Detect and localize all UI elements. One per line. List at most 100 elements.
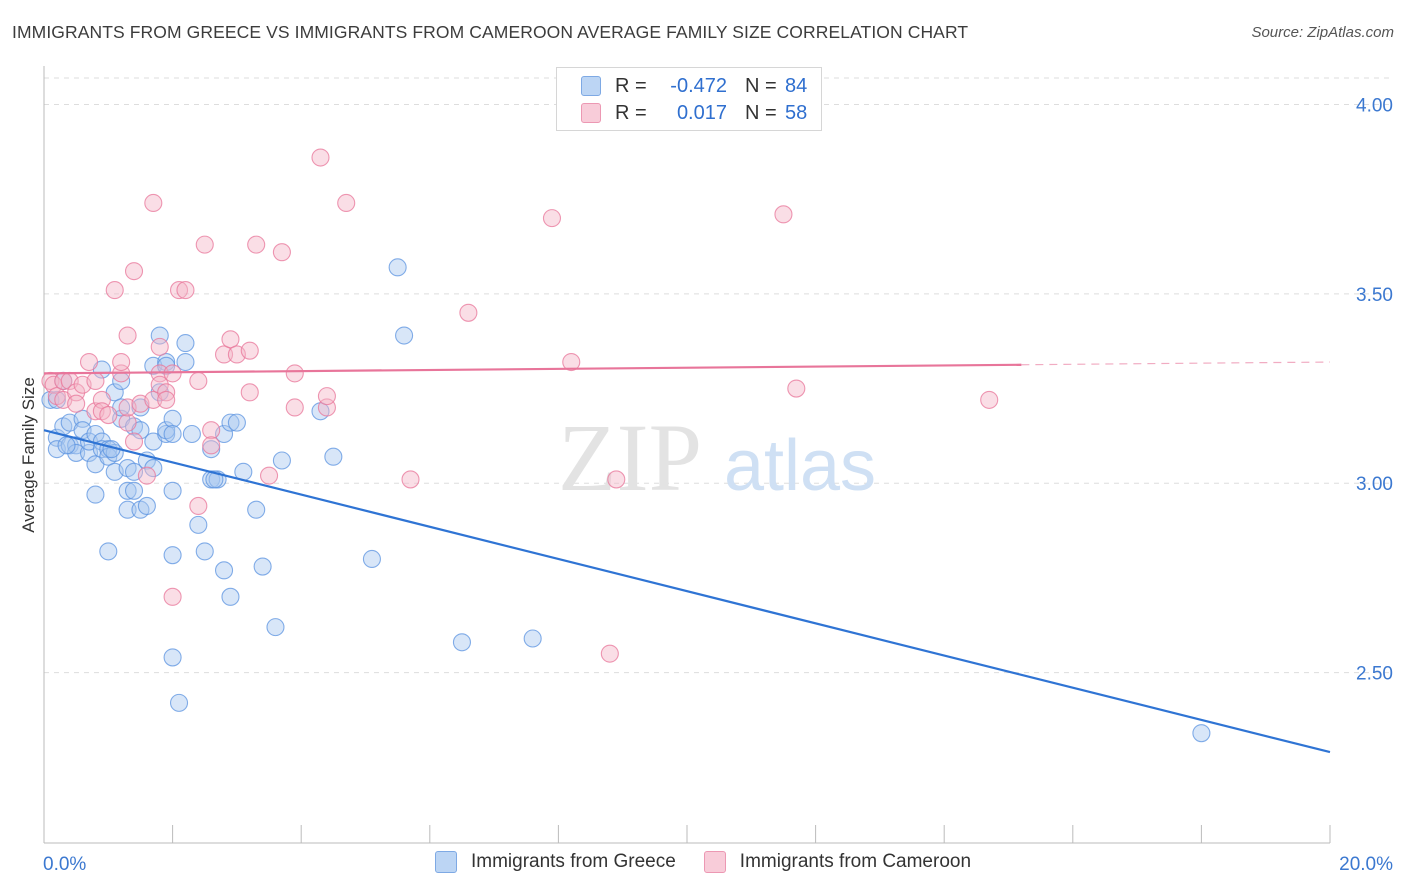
point-cameroon — [189, 371, 208, 391]
legend-r-value: -0.472 — [670, 74, 727, 97]
point-greece — [99, 542, 118, 561]
legend-label-greece: Immigrants from Greece — [470, 851, 676, 872]
point-cameroon — [317, 387, 336, 406]
watermark-atlas: atlas — [724, 426, 876, 506]
point-cameroon — [202, 421, 221, 440]
point-cameroon — [189, 496, 208, 515]
point-greece — [272, 451, 291, 470]
point-cameroon — [79, 352, 99, 372]
legend-item-greece[interactable]: Immigrants from Greece — [434, 851, 676, 873]
trend-lines — [43, 361, 1331, 754]
point-cameroon — [774, 205, 793, 224]
point-cameroon — [259, 466, 279, 485]
point-greece — [150, 383, 169, 402]
point-cameroon — [221, 330, 240, 349]
point-cameroon — [176, 281, 195, 300]
legend-label-cameroon: Immigrants from Cameroon — [739, 851, 972, 872]
point-greece — [118, 500, 137, 519]
point-greece — [163, 546, 182, 565]
point-greece — [195, 542, 214, 561]
legend-r-value: 0.017 — [676, 101, 727, 124]
point-greece — [362, 549, 381, 569]
point-cameroon — [86, 371, 105, 391]
point-greece — [182, 424, 201, 444]
legend-n-label: N = — [745, 101, 777, 124]
point-greece — [221, 587, 240, 606]
point-cameroon — [195, 235, 214, 254]
point-cameroon — [787, 379, 806, 398]
point-cameroon — [202, 436, 221, 455]
point-cameroon — [240, 341, 259, 360]
point-cameroon — [247, 235, 266, 254]
point-cameroon — [157, 390, 176, 409]
point-cameroon — [67, 394, 86, 413]
legend-item-cameroon[interactable]: Immigrants from Cameroon — [703, 851, 972, 873]
trend-line-greece — [43, 429, 1331, 754]
point-greece — [163, 409, 182, 428]
point-greece — [227, 413, 246, 432]
point-cameroon — [600, 644, 619, 663]
point-cameroon — [337, 193, 356, 213]
point-greece — [176, 352, 195, 372]
legend-r-label: R = — [615, 101, 647, 124]
legend-r-label: R = — [615, 74, 647, 97]
point-greece — [388, 258, 407, 277]
legend-n-label: N = — [745, 74, 777, 97]
trend-line-cameroon-extension — [1021, 361, 1331, 366]
legend-swatch-greece — [581, 76, 601, 96]
legend-swatch-cameroon — [581, 103, 601, 123]
y-axis-label: Average Family Size — [19, 377, 38, 533]
point-greece — [202, 440, 221, 459]
point-greece — [67, 443, 86, 462]
y-tick-label: 3.00 — [1356, 474, 1393, 495]
y-tick-label: 4.00 — [1356, 96, 1393, 117]
point-cameroon — [150, 375, 169, 394]
point-greece — [247, 500, 266, 519]
point-greece — [1192, 724, 1211, 743]
point-greece — [157, 352, 176, 372]
point-greece — [205, 470, 224, 489]
legend-n-value: 84 — [785, 74, 808, 97]
y-tick-label: 3.50 — [1356, 285, 1393, 306]
point-cameroon — [401, 470, 420, 489]
legend-swatch-greece — [434, 851, 457, 873]
tick-labels: 4.00 3.50 3.00 2.50 0.0% 20.0% — [43, 96, 1393, 875]
correlation-legend: R = -0.472 N = 84 R = 0.017 N = 58 — [556, 67, 822, 131]
watermark: ZIP atlas — [558, 404, 876, 511]
point-cameroon — [99, 406, 118, 425]
point-greece — [47, 390, 66, 409]
axes — [43, 66, 1331, 844]
point-cameroon — [150, 337, 169, 356]
legend-row-cameroon: R = 0.017 N = 58 — [581, 100, 807, 126]
point-cameroon — [169, 281, 189, 300]
point-cameroon — [285, 364, 304, 383]
point-cameroon — [272, 243, 291, 262]
point-greece — [266, 618, 285, 637]
point-cameroon — [157, 383, 176, 402]
point-cameroon — [240, 383, 259, 402]
point-cameroon — [118, 413, 137, 432]
watermark-zip: ZIP — [558, 404, 702, 511]
point-greece — [324, 447, 343, 466]
chart-title: IMMIGRANTS FROM GREECE VS IMMIGRANTS FRO… — [12, 22, 969, 42]
series-legend: Immigrants from Greece Immigrants from C… — [0, 851, 1406, 873]
point-greece — [144, 459, 163, 478]
point-greece — [176, 334, 195, 353]
point-greece — [163, 648, 182, 667]
point-cameroon — [607, 470, 626, 489]
point-cameroon — [124, 432, 144, 451]
point-greece — [163, 481, 182, 500]
legend-n-value: 58 — [785, 101, 808, 124]
point-greece — [86, 485, 105, 504]
point-greece — [57, 436, 76, 455]
point-cameroon — [980, 390, 999, 409]
point-cameroon — [542, 209, 562, 228]
point-greece — [118, 481, 137, 500]
point-greece — [124, 481, 144, 500]
source-credit: Source: ZipAtlas.com — [1251, 24, 1394, 41]
point-greece — [189, 515, 208, 534]
point-cameroon — [112, 352, 131, 372]
trend-line-cameroon — [43, 363, 1022, 375]
point-greece — [214, 561, 234, 580]
